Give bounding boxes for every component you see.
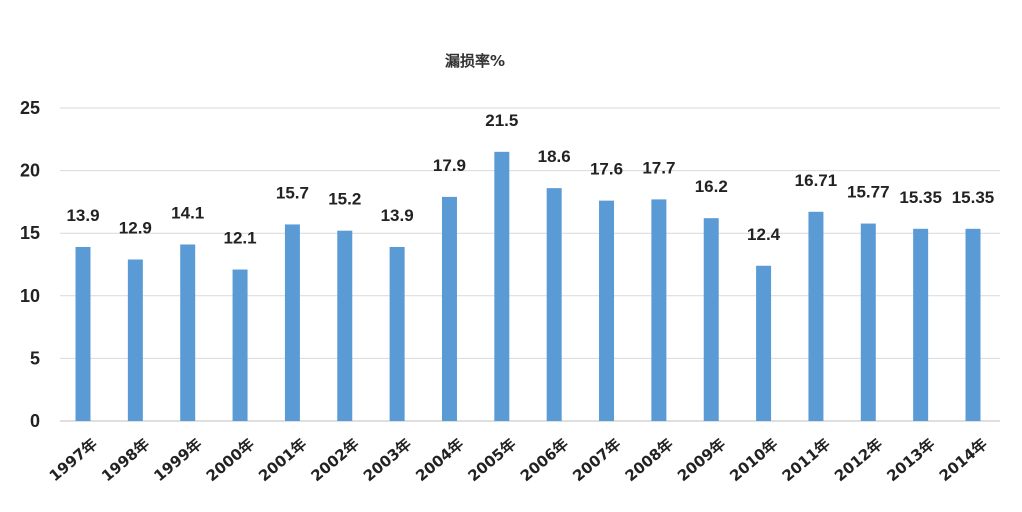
x-tick-label: 2006年 <box>517 435 572 485</box>
bar <box>337 230 353 421</box>
x-tick-label: 2002年 <box>307 435 362 485</box>
data-label: 16.2 <box>695 177 728 196</box>
bar <box>389 246 405 421</box>
data-label: 15.35 <box>899 188 942 207</box>
data-label: 17.7 <box>642 158 675 177</box>
bar <box>756 265 772 421</box>
data-label: 18.6 <box>538 147 571 166</box>
data-label: 15.35 <box>952 188 995 207</box>
data-label: 15.2 <box>328 190 361 209</box>
x-tick-label: 2013年 <box>883 435 938 485</box>
x-tick-label: 1999年 <box>150 435 205 485</box>
bar <box>808 211 824 421</box>
y-tick-label: 15 <box>20 223 40 243</box>
x-tick-label: 2004年 <box>412 435 467 485</box>
bars <box>75 151 981 421</box>
data-label: 12.1 <box>224 229 257 248</box>
bar <box>441 196 457 421</box>
data-label: 17.9 <box>433 156 466 175</box>
bar <box>546 188 562 421</box>
x-tick-label: 2011年 <box>779 435 834 485</box>
data-labels: 13.9 12.9 14.1 12.1 15.7 15.2 13.9 17.9 21.5 18.6… <box>66 111 994 248</box>
data-label: 17.6 <box>590 160 623 179</box>
y-tick-label: 25 <box>20 98 40 118</box>
data-label: 13.9 <box>381 206 414 225</box>
bar <box>127 259 143 421</box>
x-tick-label: 2009年 <box>674 435 729 485</box>
x-tick-label: 2003年 <box>360 435 415 485</box>
y-tick-label: 10 <box>20 286 40 306</box>
bar <box>232 269 248 421</box>
bar <box>965 228 981 421</box>
bar <box>284 224 300 421</box>
x-tick-label: 2000年 <box>203 435 258 485</box>
x-tick-label: 2007年 <box>569 435 624 485</box>
data-label: 12.9 <box>119 218 152 237</box>
x-tick-label: 2008年 <box>622 435 677 485</box>
x-tick-label: 1998年 <box>98 435 153 485</box>
x-tick-label: 1997年 <box>46 435 101 485</box>
data-label: 15.77 <box>847 183 890 202</box>
bar <box>651 199 667 421</box>
x-tick-label: 2005年 <box>465 435 520 485</box>
bar <box>180 244 196 421</box>
data-label: 21.5 <box>485 111 518 130</box>
x-axis-ticks: 1997年1998年1999年2000年2001年2002年2003年2004年… <box>46 435 991 485</box>
y-tick-label: 5 <box>30 348 40 368</box>
chart-title: 漏损率% <box>445 52 505 70</box>
x-tick-label: 2012年 <box>831 435 886 485</box>
bar <box>913 228 929 421</box>
data-label: 12.4 <box>747 225 781 244</box>
y-axis-ticks: 0 5 10 15 20 25 <box>20 98 40 431</box>
data-label: 16.71 <box>795 171 838 190</box>
gridlines <box>60 107 1000 422</box>
x-tick-label: 2014年 <box>936 435 991 485</box>
data-label: 14.1 <box>171 203 204 222</box>
x-tick-label: 2010年 <box>726 435 781 485</box>
y-tick-label: 20 <box>20 161 40 181</box>
bar <box>75 246 91 421</box>
data-label: 15.7 <box>276 183 309 202</box>
bar <box>703 218 719 421</box>
data-label: 13.9 <box>66 206 99 225</box>
bar <box>860 223 876 421</box>
y-tick-label: 0 <box>30 411 40 431</box>
x-tick-label: 2001年 <box>255 435 310 485</box>
bar <box>599 200 615 421</box>
bar <box>494 151 510 421</box>
